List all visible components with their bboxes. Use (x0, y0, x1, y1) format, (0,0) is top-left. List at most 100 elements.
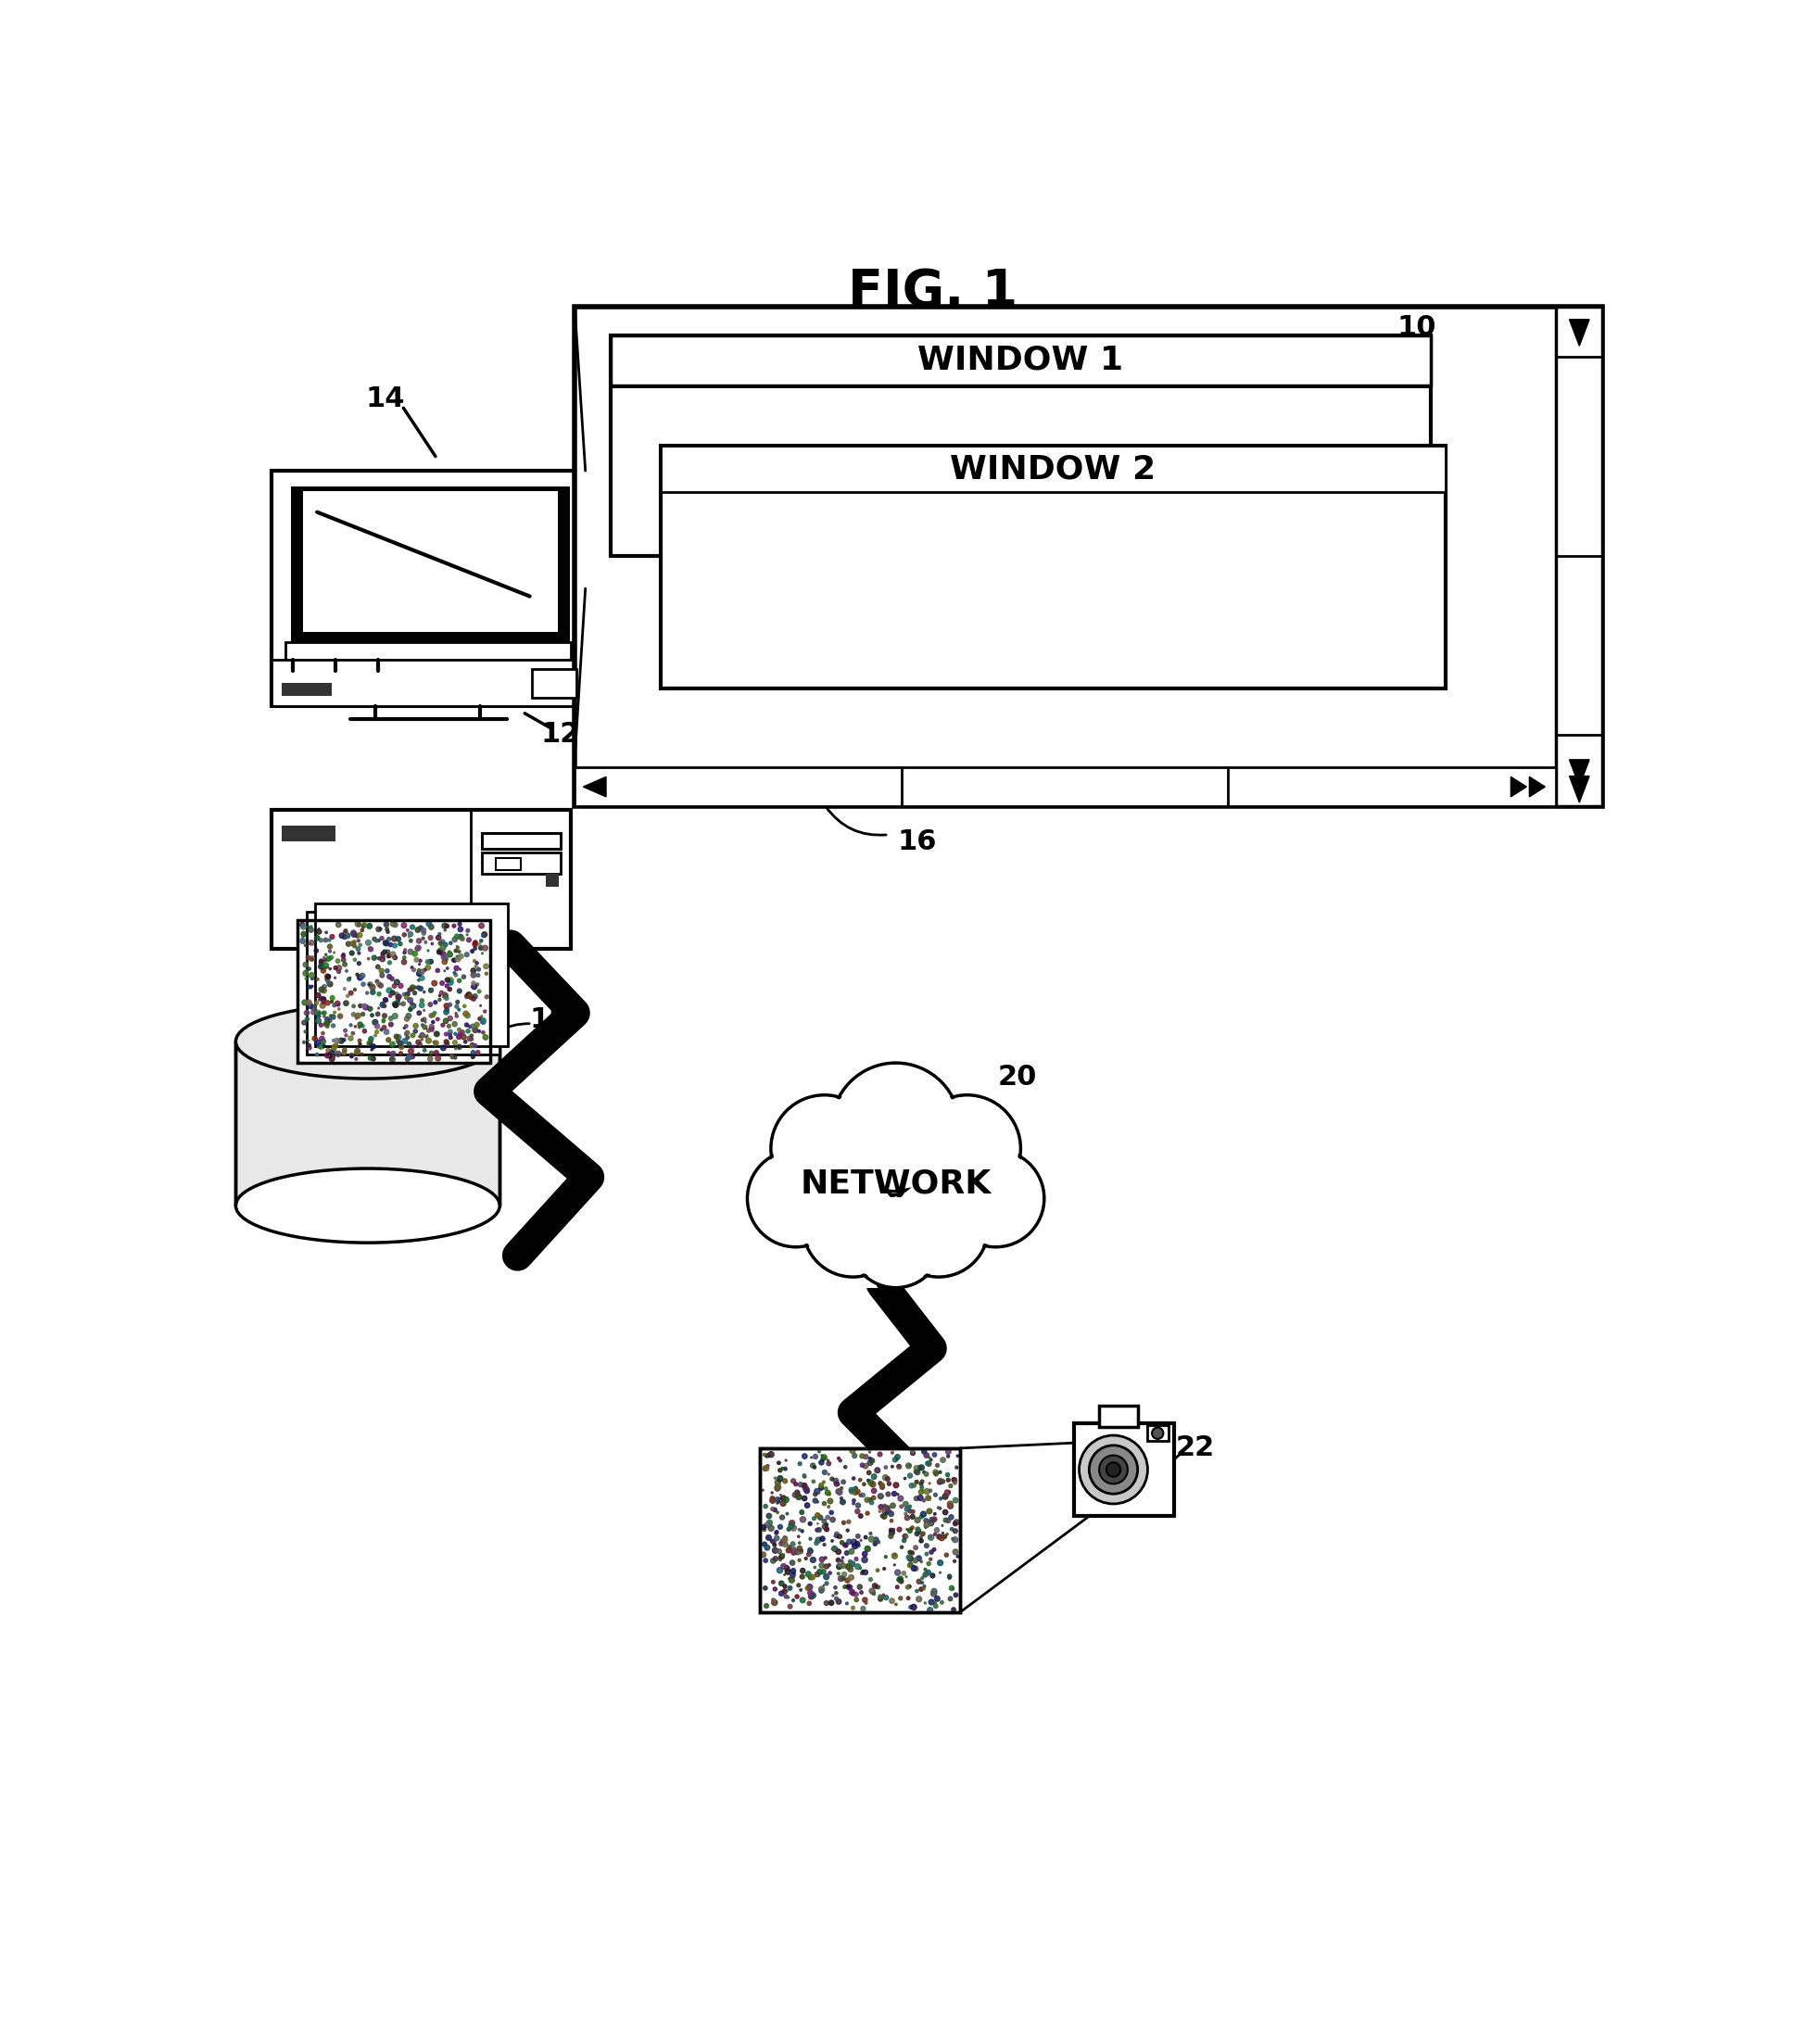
Point (919, 1503, 948, 1535)
Point (431, 943, 460, 976)
Point (764, 1462, 794, 1495)
Point (397, 951, 426, 984)
Point (817, 1462, 846, 1495)
Point (826, 1561, 855, 1594)
Point (462, 968, 491, 1000)
Point (895, 1495, 925, 1527)
Point (291, 962, 320, 994)
Point (814, 1458, 843, 1491)
Point (895, 1543, 925, 1576)
Circle shape (750, 1151, 843, 1244)
Point (442, 986, 471, 1018)
Point (875, 1513, 905, 1545)
Point (333, 927, 362, 960)
Point (879, 1513, 908, 1545)
Point (291, 996, 320, 1028)
Point (788, 1584, 817, 1616)
Point (431, 909, 460, 941)
Point (297, 970, 326, 1002)
Point (317, 1000, 346, 1032)
Point (375, 939, 404, 972)
Point (757, 1485, 786, 1517)
Point (855, 1446, 885, 1479)
Point (379, 1038, 408, 1071)
Point (444, 976, 473, 1008)
Point (339, 917, 368, 949)
Point (355, 1042, 384, 1075)
Point (369, 1000, 399, 1032)
Point (468, 937, 497, 970)
Point (906, 1501, 935, 1533)
Point (404, 1038, 433, 1071)
Point (289, 1006, 318, 1038)
Polygon shape (402, 935, 419, 949)
Point (773, 1513, 803, 1545)
Point (309, 941, 339, 974)
Bar (306, 911, 499, 1054)
Point (339, 919, 368, 951)
Point (333, 980, 362, 1012)
Point (934, 1559, 963, 1592)
Point (773, 1555, 803, 1588)
Point (850, 1584, 879, 1616)
Point (792, 1489, 821, 1521)
Point (386, 988, 415, 1020)
Point (313, 986, 342, 1018)
Point (340, 929, 369, 962)
Point (795, 1523, 824, 1555)
Point (355, 909, 384, 941)
Point (329, 939, 359, 972)
Point (897, 1434, 926, 1467)
Point (925, 1557, 954, 1590)
Point (413, 935, 442, 968)
Point (837, 1592, 866, 1624)
Point (783, 1479, 812, 1511)
Point (344, 1024, 373, 1056)
Point (468, 919, 497, 951)
Point (915, 1507, 945, 1539)
Point (455, 1022, 484, 1054)
Point (420, 1026, 450, 1058)
Point (322, 1024, 351, 1056)
Point (925, 1464, 954, 1497)
Point (417, 1036, 446, 1069)
Circle shape (1088, 1446, 1138, 1495)
Point (428, 937, 457, 970)
Point (910, 1436, 939, 1469)
Point (823, 1557, 852, 1590)
Point (366, 970, 395, 1002)
Point (289, 911, 318, 943)
Point (368, 937, 397, 970)
Point (870, 1541, 899, 1574)
Point (318, 1024, 348, 1056)
Point (892, 1513, 921, 1545)
Point (908, 1517, 937, 1549)
Point (903, 1513, 932, 1545)
Point (779, 1535, 808, 1568)
Point (897, 1511, 926, 1543)
Point (460, 949, 490, 982)
Point (329, 974, 359, 1006)
Point (786, 1469, 815, 1501)
Point (375, 980, 404, 1012)
Point (400, 937, 430, 970)
Point (346, 929, 375, 962)
Point (914, 1555, 943, 1588)
Point (886, 1582, 915, 1614)
Point (388, 988, 417, 1020)
Point (399, 953, 428, 986)
Point (901, 1545, 930, 1578)
Point (357, 1026, 386, 1058)
Point (810, 1440, 839, 1473)
Point (868, 1499, 897, 1531)
Point (369, 1006, 399, 1038)
Point (320, 990, 349, 1022)
Point (331, 988, 360, 1020)
Point (870, 1460, 899, 1493)
Point (459, 968, 488, 1000)
Point (464, 953, 493, 986)
Point (935, 1501, 965, 1533)
Point (424, 921, 453, 953)
Point (395, 974, 424, 1006)
Point (306, 923, 335, 955)
